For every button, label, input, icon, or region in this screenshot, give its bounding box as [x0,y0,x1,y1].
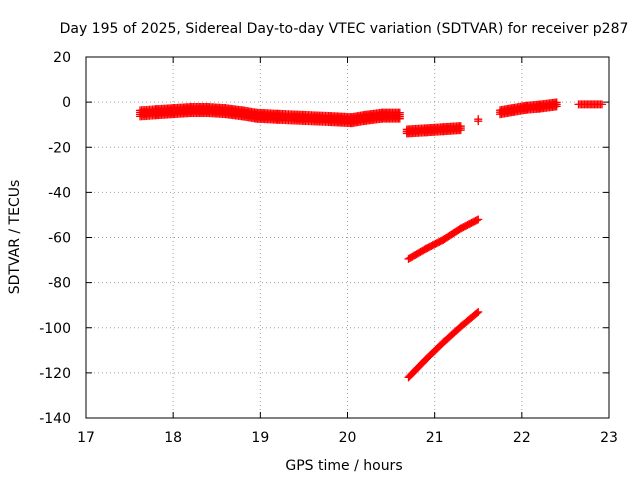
data-point-marker [456,126,465,135]
series-isolated [474,115,483,126]
y-tick-label: -20 [48,140,71,156]
plot-frame [85,56,610,419]
x-tick-label: 21 [426,430,444,446]
y-tick-label: 0 [62,95,71,111]
series-ramp-lower [404,307,483,382]
data-point-marker [395,114,404,123]
x-tick-label: 19 [251,430,269,446]
data-point-marker [474,307,483,316]
data-point-marker [552,102,561,111]
x-tick-label: 23 [600,430,618,446]
data-point-marker [598,100,607,109]
y-tick-label: -140 [39,411,71,427]
series-segment-22 [496,98,561,119]
series-sparse [574,100,607,109]
data-point-marker [473,308,482,317]
series-ramp-upper [404,215,483,263]
x-tick-label: 17 [77,430,95,446]
axis-ticks: 17 18 19 20 21 22 23 20 0 -20 -40 -60 -80 -100 -120 -14… [39,50,618,446]
series-main-band [136,103,404,128]
y-tick-label: -120 [39,366,71,382]
y-tick-label: -100 [39,321,71,337]
data-point-marker [474,215,483,224]
x-tick-label: 20 [339,430,357,446]
y-tick-label: -60 [48,231,71,247]
data-point-marker [472,216,481,225]
series-segment-21 [402,122,465,138]
y-tick-label: -80 [48,276,71,292]
x-tick-label: 22 [513,430,531,446]
y-tick-label: -40 [48,185,71,201]
data-point-marker [474,117,483,126]
y-axis-label: SDTVAR / TECUs [7,180,23,295]
data-marks [136,98,607,382]
chart-title: Day 195 of 2025, Sidereal Day-to-day VTE… [60,21,629,37]
y-tick-label: 20 [53,50,71,66]
x-axis-label: GPS time / hours [285,458,402,474]
x-tick-label: 18 [164,430,182,446]
